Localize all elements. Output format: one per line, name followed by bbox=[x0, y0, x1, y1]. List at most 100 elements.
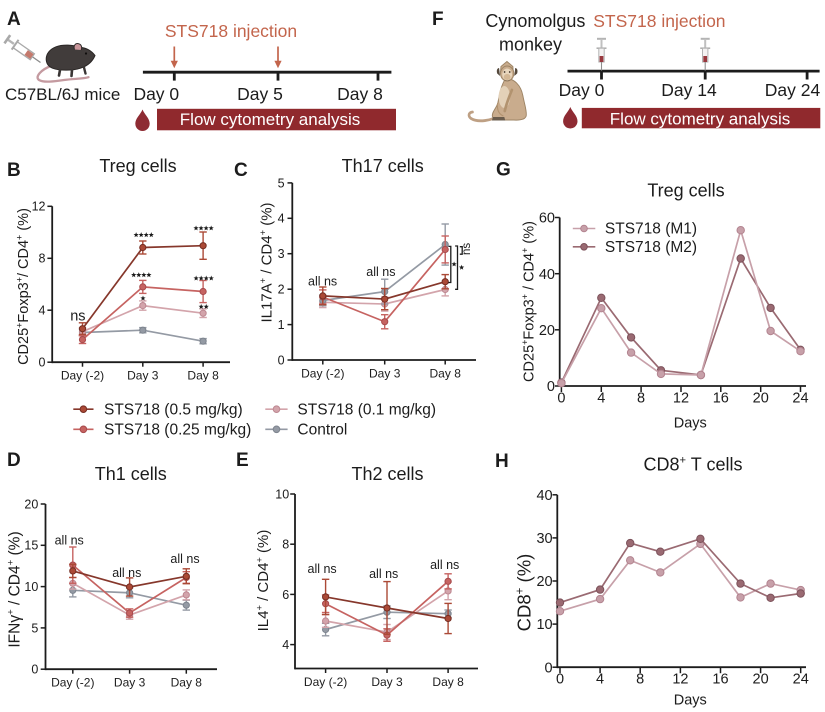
svg-text:Cynomolgus: Cynomolgus bbox=[485, 11, 585, 31]
svg-text:CD25+​Foxp3+​/ CD4+​ (%): CD25+​Foxp3+​/ CD4+​ (%) bbox=[15, 208, 33, 365]
svg-text:Day (-2): Day (-2) bbox=[61, 369, 104, 383]
svg-text:Day (-2): Day (-2) bbox=[301, 366, 344, 380]
svg-text:all ns: all ns bbox=[170, 552, 199, 566]
svg-text:16: 16 bbox=[712, 672, 728, 688]
svg-text:20: 20 bbox=[753, 672, 769, 688]
svg-text:Day 8: Day 8 bbox=[337, 84, 383, 104]
svg-text:Day 5: Day 5 bbox=[237, 84, 283, 104]
svg-text:monkey: monkey bbox=[499, 35, 562, 55]
svg-text:Th2 cells: Th2 cells bbox=[351, 464, 423, 484]
svg-text:all ns: all ns bbox=[112, 566, 141, 580]
svg-text:G: G bbox=[496, 160, 511, 181]
svg-text:all ns: all ns bbox=[430, 558, 459, 572]
svg-text:4: 4 bbox=[596, 672, 604, 688]
svg-text:all ns: all ns bbox=[308, 562, 337, 576]
svg-text:all ns: all ns bbox=[369, 567, 398, 581]
svg-text:Day 3: Day 3 bbox=[114, 676, 146, 690]
svg-text:Day (-2): Day (-2) bbox=[51, 676, 94, 690]
svg-text:24: 24 bbox=[793, 672, 809, 688]
svg-text:60: 60 bbox=[539, 211, 555, 227]
svg-text:8: 8 bbox=[282, 538, 289, 552]
svg-text:Day 3: Day 3 bbox=[127, 369, 159, 383]
svg-text:Day 14: Day 14 bbox=[661, 80, 717, 100]
svg-text:F: F bbox=[432, 9, 444, 30]
svg-text:8: 8 bbox=[636, 672, 644, 688]
svg-text:H: H bbox=[495, 451, 509, 472]
svg-text:4: 4 bbox=[278, 212, 285, 226]
svg-text:40: 40 bbox=[539, 267, 555, 283]
svg-text:Day 3: Day 3 bbox=[371, 675, 403, 689]
svg-text:B: B bbox=[7, 160, 21, 181]
svg-text:C57BL/6J mice: C57BL/6J mice bbox=[5, 85, 120, 104]
svg-text:STS718 (M2): STS718 (M2) bbox=[605, 239, 697, 256]
svg-text:4: 4 bbox=[282, 638, 289, 652]
svg-text:0: 0 bbox=[39, 356, 46, 370]
svg-text:20: 20 bbox=[753, 391, 769, 407]
svg-text:0: 0 bbox=[31, 663, 38, 677]
svg-text:all ns: all ns bbox=[366, 265, 395, 279]
svg-text:24: 24 bbox=[792, 391, 808, 407]
svg-text:30: 30 bbox=[536, 531, 552, 547]
svg-text:Days: Days bbox=[674, 415, 707, 431]
svg-text:2: 2 bbox=[278, 283, 285, 297]
svg-text:8: 8 bbox=[39, 252, 46, 266]
svg-text:4: 4 bbox=[39, 304, 46, 318]
svg-text:STS718 (0.5 mg/kg): STS718 (0.5 mg/kg) bbox=[104, 401, 243, 418]
svg-text:0: 0 bbox=[545, 660, 553, 676]
svg-text:Day 8: Day 8 bbox=[187, 369, 219, 383]
svg-text:Day 0: Day 0 bbox=[133, 84, 179, 104]
svg-text:Days: Days bbox=[674, 693, 707, 709]
svg-text:12: 12 bbox=[672, 672, 688, 688]
svg-text:Day (-2): Day (-2) bbox=[304, 675, 347, 689]
svg-text:5: 5 bbox=[278, 176, 285, 190]
svg-text:Day 8: Day 8 bbox=[171, 676, 203, 690]
svg-text:15: 15 bbox=[24, 539, 38, 553]
svg-text:CD8+​ (%): CD8+​ (%) bbox=[514, 554, 535, 632]
svg-text:STS718 injection: STS718 injection bbox=[593, 11, 725, 31]
svg-text:IFNγ+​ / CD4+​ (%): IFNγ+​ / CD4+​ (%) bbox=[6, 531, 24, 647]
svg-text:1: 1 bbox=[278, 318, 285, 332]
svg-text:40: 40 bbox=[536, 488, 552, 504]
svg-text:12: 12 bbox=[673, 391, 689, 407]
svg-text:Day 24: Day 24 bbox=[765, 80, 821, 100]
svg-text:Day 8: Day 8 bbox=[430, 366, 462, 380]
svg-text:A: A bbox=[7, 9, 21, 30]
svg-text:20: 20 bbox=[539, 323, 555, 339]
svg-text:Flow cytometry analysis: Flow cytometry analysis bbox=[180, 110, 360, 129]
svg-text:all ns: all ns bbox=[55, 534, 84, 548]
svg-text:20: 20 bbox=[24, 497, 38, 511]
svg-text:16: 16 bbox=[713, 391, 729, 407]
svg-text:5: 5 bbox=[31, 621, 38, 635]
svg-text:STS718 (0.25 mg/kg): STS718 (0.25 mg/kg) bbox=[104, 422, 251, 439]
svg-text:STS718 (M1): STS718 (M1) bbox=[605, 221, 697, 238]
svg-text:10: 10 bbox=[275, 487, 289, 501]
svg-text:0: 0 bbox=[547, 379, 555, 395]
svg-text:ns: ns bbox=[70, 309, 85, 325]
svg-text:STS718 (0.1 mg/kg): STS718 (0.1 mg/kg) bbox=[297, 401, 436, 418]
svg-text:D: D bbox=[7, 450, 21, 471]
svg-text:C: C bbox=[234, 160, 248, 181]
svg-text:12: 12 bbox=[32, 200, 46, 214]
svg-text:3: 3 bbox=[278, 247, 285, 261]
svg-text:Treg cells: Treg cells bbox=[99, 156, 176, 176]
svg-text:0: 0 bbox=[557, 391, 565, 407]
svg-text:Day 3: Day 3 bbox=[369, 366, 401, 380]
svg-text:STS718 injection: STS718 injection bbox=[165, 21, 297, 41]
svg-text:CD8+​ T cells: CD8+​ T cells bbox=[644, 455, 743, 475]
svg-text:all ns: all ns bbox=[308, 275, 337, 289]
svg-text:20: 20 bbox=[536, 574, 552, 590]
svg-text:Control: Control bbox=[297, 422, 347, 439]
svg-text:Treg cells: Treg cells bbox=[647, 181, 724, 201]
svg-text:0: 0 bbox=[556, 672, 564, 688]
svg-text:10: 10 bbox=[536, 617, 552, 633]
svg-text:Th1 cells: Th1 cells bbox=[95, 464, 167, 484]
svg-text:IL4+​ / CD4+​ (%): IL4+​ / CD4+​ (%) bbox=[254, 530, 272, 632]
svg-text:Day 0: Day 0 bbox=[559, 80, 605, 100]
svg-text:IL17A+​ / CD4+​ (%): IL17A+​ / CD4+​ (%) bbox=[258, 202, 276, 322]
svg-text:Day 8: Day 8 bbox=[432, 675, 464, 689]
svg-text:8: 8 bbox=[637, 391, 645, 407]
svg-text:6: 6 bbox=[282, 588, 289, 602]
svg-text:0: 0 bbox=[278, 353, 285, 367]
svg-text:10: 10 bbox=[24, 580, 38, 594]
svg-text:ns: ns bbox=[461, 243, 473, 255]
